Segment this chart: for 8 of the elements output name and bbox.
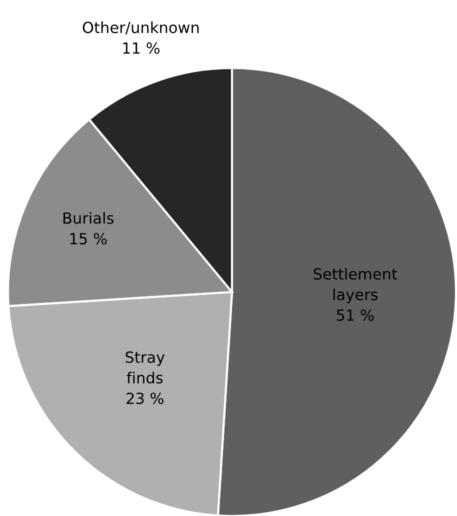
data-label: 11 % — [123, 42, 160, 54]
data-label: 15 % — [70, 232, 107, 244]
data-label: 23 % — [126, 392, 164, 404]
slice-label: Settlement layers — [314, 268, 398, 304]
slice-label: Burials — [63, 212, 114, 224]
slice-label: Other/unknown — [82, 21, 199, 34]
slice-label: Stray finds — [126, 351, 165, 384]
data-label: 51 % — [336, 309, 374, 321]
